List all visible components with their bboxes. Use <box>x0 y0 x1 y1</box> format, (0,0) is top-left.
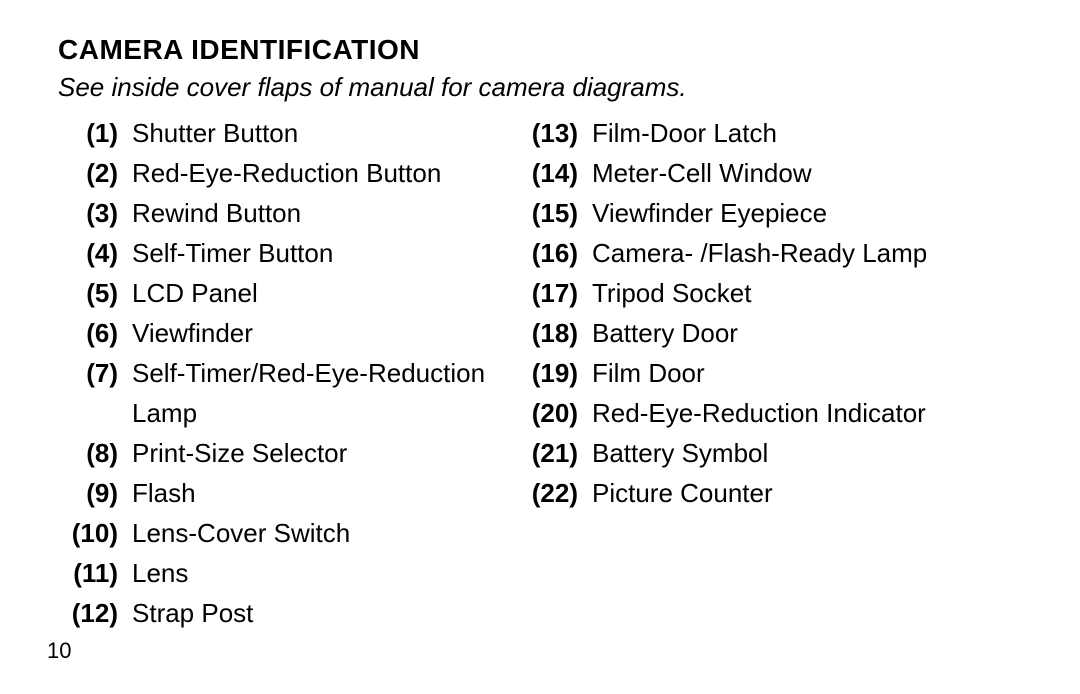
list-item: (22) Picture Counter <box>526 473 1006 513</box>
list-item: (15) Viewfinder Eyepiece <box>526 193 1006 233</box>
manual-page: CAMERA IDENTIFICATION See inside cover f… <box>0 0 1080 633</box>
list-item: (7) Self-Timer/Red-Eye-Reduction Lamp <box>66 353 516 433</box>
item-label: Tripod Socket <box>592 273 1006 313</box>
parts-list-right-column: (13) Film-Door Latch (14) Meter-Cell Win… <box>526 113 1006 633</box>
list-item: (18) Battery Door <box>526 313 1006 353</box>
list-item: (13) Film-Door Latch <box>526 113 1006 153</box>
item-label: Battery Symbol <box>592 433 1006 473</box>
item-number: (4) <box>66 233 132 273</box>
item-number: (22) <box>526 473 592 513</box>
item-label: Battery Door <box>592 313 1006 353</box>
list-item: (14) Meter-Cell Window <box>526 153 1006 193</box>
item-number: (7) <box>66 353 132 393</box>
item-label: Picture Counter <box>592 473 1006 513</box>
item-number: (14) <box>526 153 592 193</box>
item-number: (10) <box>66 513 132 553</box>
item-label: Camera- /Flash-Ready Lamp <box>592 233 1006 273</box>
item-number: (11) <box>66 553 132 593</box>
list-item: (1) Shutter Button <box>66 113 516 153</box>
item-label: Meter-Cell Window <box>592 153 1006 193</box>
item-number: (13) <box>526 113 592 153</box>
list-item: (17) Tripod Socket <box>526 273 1006 313</box>
item-number: (8) <box>66 433 132 473</box>
list-item: (8) Print-Size Selector <box>66 433 516 473</box>
item-number: (20) <box>526 393 592 433</box>
item-label: LCD Panel <box>132 273 516 313</box>
item-number: (9) <box>66 473 132 513</box>
list-item: (20) Red-Eye-Reduction Indicator <box>526 393 1006 433</box>
item-label: Film-Door Latch <box>592 113 1006 153</box>
section-heading: CAMERA IDENTIFICATION <box>58 34 1022 66</box>
list-item: (21) Battery Symbol <box>526 433 1006 473</box>
item-number: (15) <box>526 193 592 233</box>
item-label: Lens-Cover Switch <box>132 513 516 553</box>
list-item: (16) Camera- /Flash-Ready Lamp <box>526 233 1006 273</box>
item-label: Strap Post <box>132 593 516 633</box>
list-item: (9) Flash <box>66 473 516 513</box>
list-item: (2) Red-Eye-Reduction Button <box>66 153 516 193</box>
section-subtitle: See inside cover flaps of manual for cam… <box>58 72 1022 103</box>
item-label: Self-Timer/Red-Eye-Reduction Lamp <box>132 353 516 433</box>
parts-list-left-column: (1) Shutter Button (2) Red-Eye-Reduction… <box>66 113 516 633</box>
item-label: Red-Eye-Reduction Indicator <box>592 393 1006 433</box>
page-number: 10 <box>47 638 71 664</box>
item-number: (1) <box>66 113 132 153</box>
item-number: (17) <box>526 273 592 313</box>
item-label: Film Door <box>592 353 1006 393</box>
item-number: (16) <box>526 233 592 273</box>
item-number: (3) <box>66 193 132 233</box>
item-label: Flash <box>132 473 516 513</box>
list-item: (10) Lens-Cover Switch <box>66 513 516 553</box>
item-label: Viewfinder <box>132 313 516 353</box>
item-number: (6) <box>66 313 132 353</box>
item-label: Self-Timer Button <box>132 233 516 273</box>
item-number: (18) <box>526 313 592 353</box>
item-number: (2) <box>66 153 132 193</box>
item-label: Viewfinder Eyepiece <box>592 193 1006 233</box>
item-label: Print-Size Selector <box>132 433 516 473</box>
list-item: (6) Viewfinder <box>66 313 516 353</box>
item-number: (12) <box>66 593 132 633</box>
item-number: (21) <box>526 433 592 473</box>
item-label: Red-Eye-Reduction Button <box>132 153 516 193</box>
list-item: (11) Lens <box>66 553 516 593</box>
list-item: (4) Self-Timer Button <box>66 233 516 273</box>
list-item: (5) LCD Panel <box>66 273 516 313</box>
item-label: Lens <box>132 553 516 593</box>
item-number: (19) <box>526 353 592 393</box>
list-item: (19) Film Door <box>526 353 1006 393</box>
list-item: (3) Rewind Button <box>66 193 516 233</box>
item-number: (5) <box>66 273 132 313</box>
item-label: Rewind Button <box>132 193 516 233</box>
list-item: (12) Strap Post <box>66 593 516 633</box>
item-label: Shutter Button <box>132 113 516 153</box>
parts-list-columns: (1) Shutter Button (2) Red-Eye-Reduction… <box>58 113 1022 633</box>
